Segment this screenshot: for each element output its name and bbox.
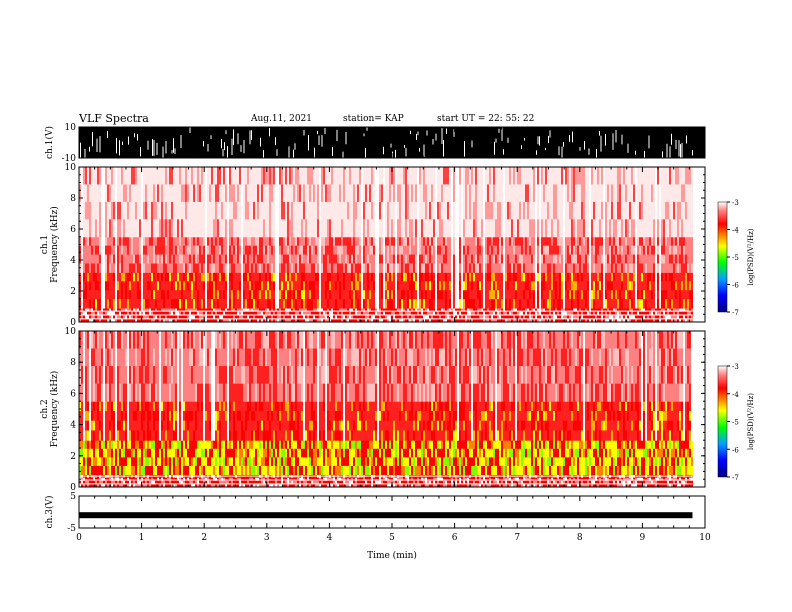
x-tick-label: 0 bbox=[76, 533, 82, 543]
ch3-waveform-ytick-label: 5 bbox=[70, 492, 76, 502]
ch2-spectrogram-ytick-label: 0 bbox=[70, 483, 76, 493]
ch1-spectrogram-ylabel: Frequency (kHz) bbox=[49, 206, 60, 283]
x-tick-label: 6 bbox=[452, 533, 458, 543]
ch1-spectrogram-colorbar-tick-label: -4 bbox=[732, 227, 739, 235]
ch1-spectrogram-ytick-label: 6 bbox=[70, 225, 76, 235]
ch1-spectrogram-image bbox=[79, 167, 693, 323]
ch3-waveform-trace bbox=[79, 512, 693, 519]
ch1-spectrogram-colorbar-tick-label: -5 bbox=[732, 254, 739, 262]
ch1-spectrogram-ytick-label: 8 bbox=[70, 194, 76, 204]
station-label: station= KAP bbox=[343, 114, 404, 124]
ch2-spectrogram-colorbar-label: log(PSD)(V²/Hz) bbox=[747, 393, 755, 450]
ch1-spectrogram-ylabel: ch.1 bbox=[40, 235, 50, 254]
ch2-spectrogram-image bbox=[79, 331, 693, 488]
ch2-spectrogram-colorbar-tick-label: -7 bbox=[732, 474, 739, 482]
ch1-spectrogram-ytick-label: 10 bbox=[65, 163, 77, 173]
start-time-label: start UT = 22: 55: 22 bbox=[437, 114, 535, 124]
ch1-spectrogram-colorbar-tick-label: -3 bbox=[732, 199, 739, 207]
ch1-spectrogram-colorbar-tick-label: -7 bbox=[732, 309, 739, 317]
ch2-spectrogram-ytick-label: 4 bbox=[70, 421, 76, 431]
ch1-spectrogram-colorbar-tick-label: -6 bbox=[732, 282, 739, 290]
ch3-waveform-ytick-label: -5 bbox=[67, 524, 76, 534]
ch2-spectrogram-colorbar-tick-label: -3 bbox=[732, 363, 739, 371]
ch1-spectrogram-ytick-label: 0 bbox=[70, 318, 76, 328]
date-label: Aug.11, 2021 bbox=[251, 114, 312, 124]
x-tick-label: 7 bbox=[514, 533, 520, 543]
ch1-waveform-ylabel: ch.1(V) bbox=[44, 126, 55, 159]
ch1-spectrogram-ytick-label: 2 bbox=[70, 287, 76, 297]
chart-title: VLF Spectra bbox=[79, 112, 149, 125]
ch3-waveform-ylabel: ch.3(V) bbox=[44, 496, 55, 529]
x-tick-label: 5 bbox=[389, 533, 395, 543]
x-tick-label: 10 bbox=[699, 533, 711, 543]
x-tick-label: 2 bbox=[201, 533, 207, 543]
ch2-spectrogram-colorbar-tick-label: -5 bbox=[732, 419, 739, 427]
ch2-spectrogram-ylabel: ch.2 bbox=[40, 399, 50, 418]
ch2-spectrogram-ylabel: Frequency (kHz) bbox=[49, 371, 60, 448]
ch2-spectrogram-colorbar-tick-label: -4 bbox=[732, 391, 739, 399]
ch1-spectrogram-ytick-label: 4 bbox=[70, 256, 76, 266]
ch1-spectrogram-colorbar-label: log(PSD)(V²/Hz) bbox=[747, 228, 755, 285]
ch2-spectrogram-colorbar-tick-label: -6 bbox=[732, 446, 739, 454]
ch2-spectrogram-ytick-label: 10 bbox=[65, 327, 77, 337]
ch1-spectrogram-colorbar bbox=[717, 201, 728, 313]
ch2-spectrogram-ytick-label: 2 bbox=[70, 452, 76, 462]
x-tick-label: 8 bbox=[577, 533, 583, 543]
ch2-spectrogram-colorbar bbox=[717, 365, 728, 478]
x-tick-label: 3 bbox=[264, 533, 270, 543]
ch1-waveform-ytick-label: 10 bbox=[65, 123, 77, 133]
x-tick-label: 9 bbox=[640, 533, 646, 543]
ch2-spectrogram-ytick-label: 8 bbox=[70, 358, 76, 368]
x-tick-label: 4 bbox=[327, 533, 333, 543]
x-tick-label: 1 bbox=[139, 533, 145, 543]
ch1-waveform-ytick-label: -10 bbox=[62, 154, 77, 164]
ch2-spectrogram-ytick-label: 6 bbox=[70, 389, 76, 399]
x-axis-label: Time (min) bbox=[367, 550, 417, 561]
